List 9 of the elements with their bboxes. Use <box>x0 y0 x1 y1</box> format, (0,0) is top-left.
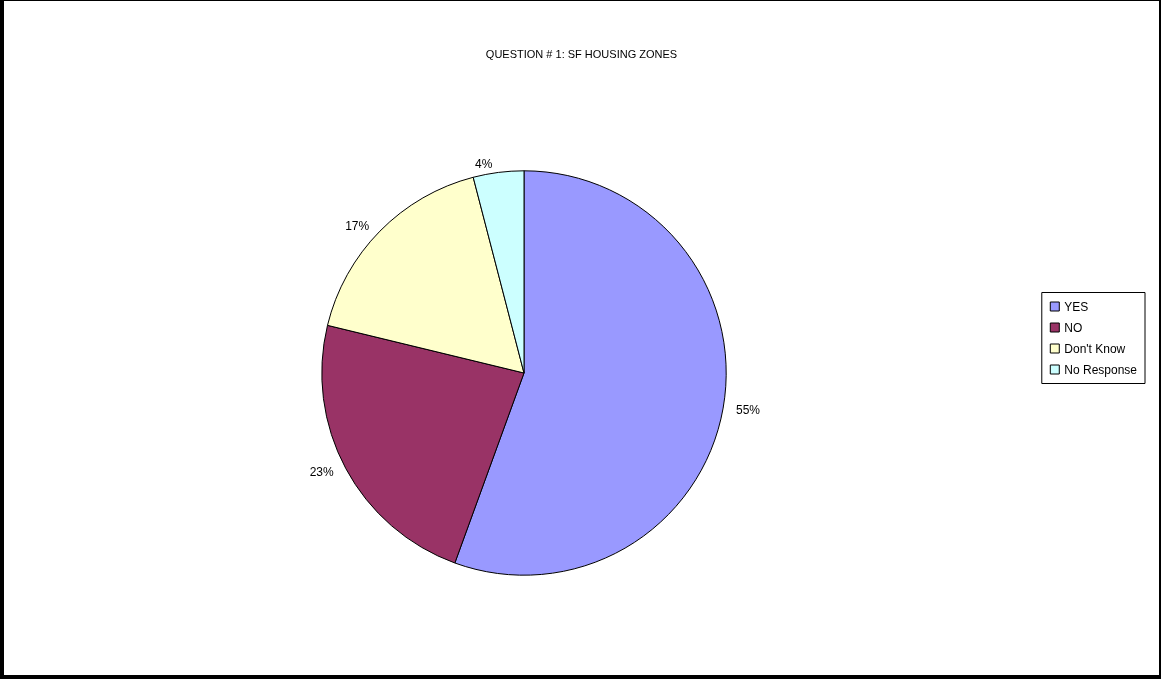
legend-label: No Response <box>1064 362 1138 377</box>
chart-title: QUESTION # 1: SF HOUSING ZONES <box>485 47 678 60</box>
legend-label: Don't Know <box>1064 341 1126 356</box>
data-label: 55% <box>736 402 761 417</box>
legend-label: NO <box>1064 320 1083 335</box>
data-label: 17% <box>345 218 370 233</box>
data-label: 4% <box>475 157 493 172</box>
legend-label: YES <box>1064 299 1089 314</box>
data-label: 23% <box>309 465 335 480</box>
